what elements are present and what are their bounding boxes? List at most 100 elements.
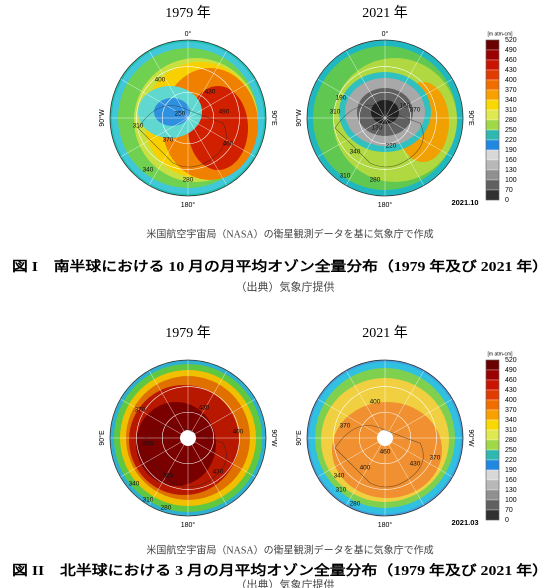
map-axis-label: 90°E <box>467 110 475 126</box>
contour-label: 310 <box>143 497 154 504</box>
figure-caption: 図 I 南半球における 10 月の月平均オゾン全量分布（1979 年及び 202… <box>12 258 548 274</box>
colorbar-segment <box>485 39 500 51</box>
colorbar-segment <box>485 359 500 371</box>
contour-label: 460 <box>163 473 174 480</box>
map-rim <box>306 359 464 517</box>
contour-label: 340 <box>350 149 361 156</box>
meridian-line <box>384 437 453 478</box>
colorbar-tick-label: 370 <box>505 407 517 414</box>
contour-label: 370 <box>340 423 351 430</box>
coastline <box>137 425 227 488</box>
meridian-line <box>187 117 256 158</box>
contour-label: 250 <box>175 111 186 118</box>
meridian-line <box>345 117 386 186</box>
contour-label: 400 <box>360 465 371 472</box>
contour-label: 310 <box>340 173 351 180</box>
contour-label: 280 <box>161 505 172 512</box>
colorbar-tick-label: 130 <box>505 167 517 174</box>
ozone-region <box>188 86 248 170</box>
source-note: 米国航空宇宙局（NASA）の衛星観測データを基に気象庁で作成 <box>146 543 433 556</box>
contour-label: 340 <box>334 473 345 480</box>
colorbar-segment <box>485 439 500 451</box>
contour-label: 430 <box>199 405 210 412</box>
map-date: 2021.03 <box>451 518 478 527</box>
colorbar-segment <box>485 179 500 191</box>
colorbar-segment <box>485 459 500 471</box>
map-year: 1979 年 <box>165 5 211 21</box>
colorbar-tick-label: 100 <box>505 497 517 504</box>
colorbar-unit: [m atm-cm] <box>488 31 514 37</box>
colorbar-segment <box>485 449 500 461</box>
contour-label: 280 <box>183 177 194 184</box>
colorbar-segment <box>485 429 500 441</box>
map-axis-label: 90°E <box>270 110 278 126</box>
colorbar-segment <box>485 169 500 181</box>
map-year: 2021 年 <box>362 325 408 341</box>
colorbar-tick-label: 400 <box>505 397 517 404</box>
map-axis-label: 90°W <box>295 109 303 127</box>
coastline <box>137 105 227 168</box>
colorbar-tick-label: 0 <box>505 517 509 524</box>
contour-label: 460 <box>380 449 391 456</box>
contour-label: 430 <box>410 461 421 468</box>
contour-label: 370 <box>410 107 421 114</box>
map-axis-label: 0° <box>185 30 192 38</box>
contour-label: 430 <box>205 89 216 96</box>
meridian-line <box>345 370 386 439</box>
colorbar-tick-label: 220 <box>505 457 517 464</box>
colorbar-tick-label: 250 <box>505 127 517 134</box>
colorbar-tick-label: 160 <box>505 157 517 164</box>
colorbar-segment <box>485 159 500 171</box>
meridian-line <box>345 50 386 119</box>
figure-credit: （出典）気象庁提供 <box>236 578 335 588</box>
meridian-line <box>317 117 386 158</box>
contour-label: 340 <box>143 167 154 174</box>
map-axis-label: 0° <box>382 30 389 38</box>
map-axis-label: 180° <box>181 201 196 209</box>
contour-label: 490 <box>143 441 154 448</box>
colorbar-tick-label: 70 <box>505 187 513 194</box>
coastline <box>334 425 424 488</box>
colorbar-tick-label: 70 <box>505 507 513 514</box>
colorbar-segment <box>485 479 500 491</box>
colorbar-tick-label: 250 <box>505 447 517 454</box>
colorbar-segment <box>485 389 500 401</box>
colorbar-segment <box>485 59 500 71</box>
colorbar-segment <box>485 379 500 391</box>
meridian-line <box>148 117 189 186</box>
meridian-line <box>120 78 189 119</box>
map-year: 1979 年 <box>165 325 211 341</box>
map-axis-label: 90°E <box>295 430 303 446</box>
contour-label: 400 <box>233 429 244 436</box>
contour-label: 280 <box>370 177 381 184</box>
colorbar-tick-label: 310 <box>505 107 517 114</box>
meridian-line <box>384 117 425 186</box>
colorbar-tick-label: 0 <box>505 197 509 204</box>
contour-label: 490 <box>219 109 230 116</box>
colorbar-segment <box>485 509 500 521</box>
ozone-region <box>154 98 190 126</box>
meridian-line <box>317 78 386 119</box>
source-note: 米国航空宇宙局（NASA）の衛星観測データを基に気象庁で作成 <box>146 227 433 240</box>
map-rim <box>306 39 464 197</box>
contour-label: 310 <box>330 109 341 116</box>
meridian-line <box>384 78 453 119</box>
ozone-map <box>110 40 266 196</box>
meridian-line <box>187 78 256 119</box>
ozone-map <box>307 360 463 516</box>
colorbar-tick-label: 400 <box>505 77 517 84</box>
meridian-line <box>187 370 228 439</box>
colorbar-segment <box>485 419 500 431</box>
meridian-line <box>345 437 386 506</box>
meridian-line <box>120 117 189 158</box>
colorbar-frame <box>485 359 500 521</box>
map-year: 2021 年 <box>362 5 408 21</box>
contour-label: 160 <box>400 103 411 110</box>
map-axis-label: 180° <box>378 521 393 529</box>
colorbar-tick-label: 310 <box>505 427 517 434</box>
ozone-region <box>136 402 216 486</box>
meridian-line <box>317 398 386 439</box>
meridian-line <box>187 398 256 439</box>
meridian-line <box>384 398 453 439</box>
colorbar-tick-label: 280 <box>505 117 517 124</box>
